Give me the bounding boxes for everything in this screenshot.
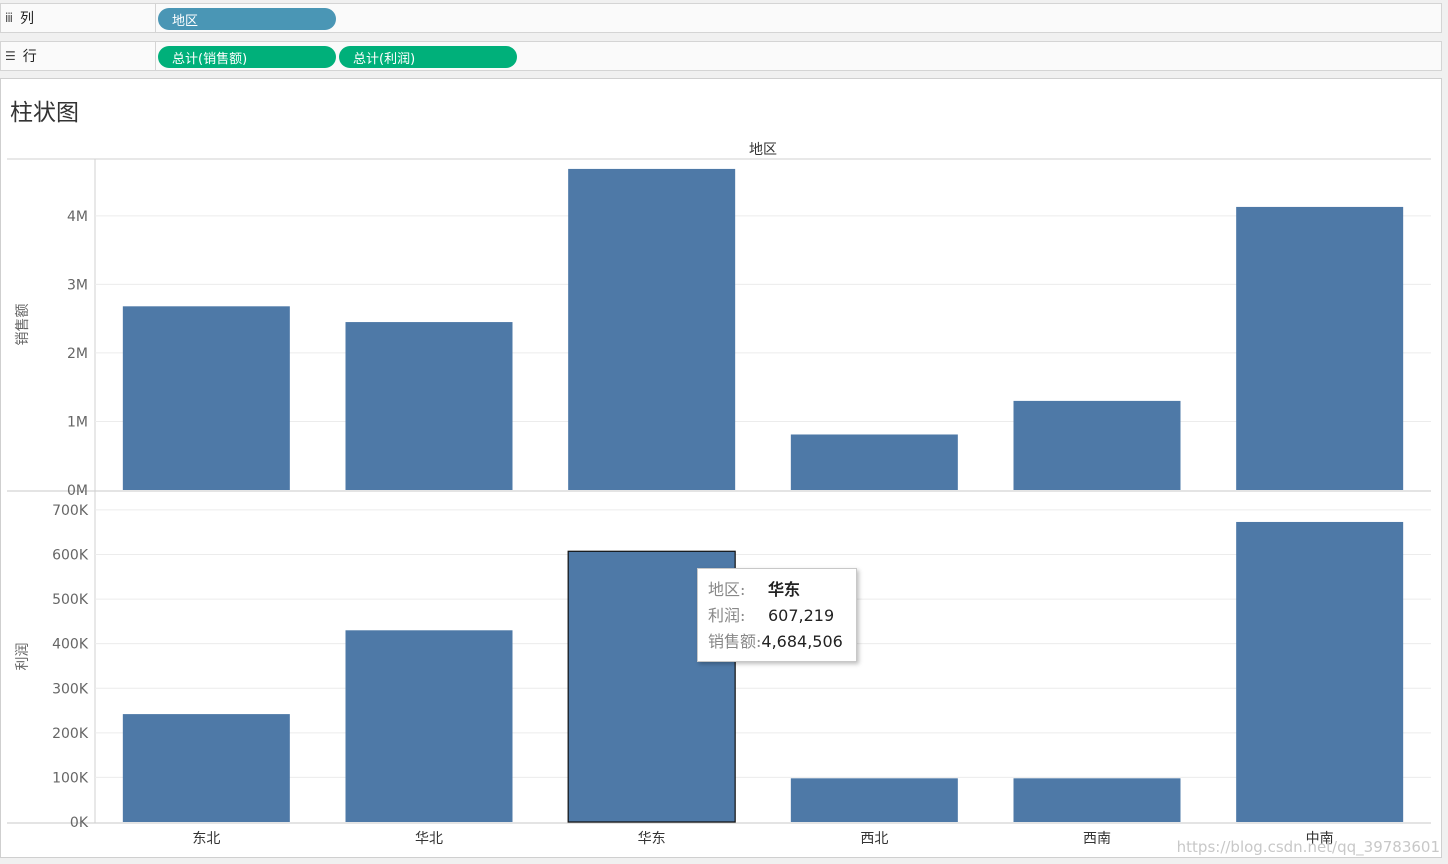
- column-header: 地区: [749, 142, 777, 158]
- bar-sales: [568, 168, 736, 491]
- tooltip-row-profit: 利润: 607,219: [708, 603, 846, 629]
- tooltip-key-sales: 销售额:: [708, 632, 762, 651]
- rows-icon: ☰: [5, 49, 16, 63]
- columns-shelf-text: 列: [20, 11, 35, 27]
- bar-profit: [1013, 778, 1181, 822]
- y-tick-label: 300K: [52, 681, 89, 697]
- pane-sales: 0M 1M 2M 3M 4M 销售额: [15, 168, 1431, 499]
- bar-sales: [1013, 400, 1181, 490]
- x-category-label: 华东: [638, 831, 666, 847]
- y-tick-label: 100K: [52, 770, 89, 786]
- y-tick-label: 700K: [52, 503, 89, 519]
- pill-sum-sales[interactable]: 总计(销售额): [158, 46, 336, 68]
- pill-sum-profit[interactable]: 总计(利润): [339, 46, 517, 68]
- x-category-label: 西北: [860, 831, 888, 847]
- tooltip-row-sales: 销售额:4,684,506: [708, 629, 846, 655]
- bar-profit: [1236, 521, 1404, 822]
- y-tick-label: 0M: [67, 483, 88, 499]
- y-axis-title: 销售额: [15, 304, 31, 346]
- bar-profit: [122, 714, 290, 822]
- bar-chart: 地区 0M 1M 2M 3M 4M 销售额 0K 100K 200K 300K 400K 500K 600…: [7, 142, 1431, 847]
- tooltip: 地区: 华东 利润: 607,219 销售额:4,684,506: [697, 568, 857, 662]
- y-tick-label: 4M: [67, 209, 88, 225]
- columns-shelf-label: iii 列: [1, 4, 156, 32]
- y-axis-title: 利润: [15, 643, 31, 671]
- watermark: https://blog.csdn.net/qq_39783601: [1176, 838, 1440, 856]
- bar-profit: [345, 630, 513, 822]
- tooltip-value-profit: 607,219: [768, 606, 835, 625]
- y-tick-label: 200K: [52, 726, 89, 742]
- rows-shelf-text: 行: [22, 49, 37, 65]
- y-tick-label: 400K: [52, 637, 89, 653]
- bar-profit: [790, 778, 958, 822]
- columns-icon: iii: [5, 11, 13, 25]
- y-tick-label: 600K: [52, 548, 89, 564]
- y-tick-label: 3M: [67, 277, 88, 293]
- bar-sales: [122, 306, 290, 490]
- tooltip-value-sales: 4,684,506: [761, 632, 843, 651]
- x-category-label: 东北: [192, 831, 220, 847]
- x-category-label: 中南: [1306, 831, 1334, 847]
- pill-region[interactable]: 地区: [158, 8, 336, 30]
- y-tick-label: 500K: [52, 592, 89, 608]
- bar-sales: [790, 434, 958, 490]
- y-tick-label: 2M: [67, 346, 88, 362]
- tooltip-key-profit: 利润:: [708, 606, 746, 625]
- x-category-label: 华北: [415, 831, 443, 847]
- bar-sales: [1236, 206, 1404, 490]
- viz-area: 柱状图 地区 0M 1M 2M 3M 4M 销售额 0K 100K 200K 300K 400K 500…: [0, 78, 1442, 858]
- x-category-label: 西南: [1083, 831, 1111, 847]
- rows-shelf: ☰ 行 总计(销售额) 总计(利润): [0, 41, 1442, 71]
- tooltip-key-region: 地区:: [708, 580, 746, 599]
- pane-profit: 0K 100K 200K 300K 400K 500K 600K 700K 利润: [15, 503, 1431, 831]
- bar-sales: [345, 322, 513, 490]
- tooltip-value-region: 华东: [768, 580, 801, 599]
- rows-shelf-label: ☰ 行: [1, 42, 156, 70]
- y-tick-label: 0K: [70, 815, 89, 831]
- sheet-title: 柱状图: [10, 100, 79, 126]
- y-tick-label: 1M: [67, 414, 88, 430]
- columns-shelf: iii 列 地区: [0, 3, 1442, 33]
- tooltip-row-region: 地区: 华东: [708, 577, 846, 603]
